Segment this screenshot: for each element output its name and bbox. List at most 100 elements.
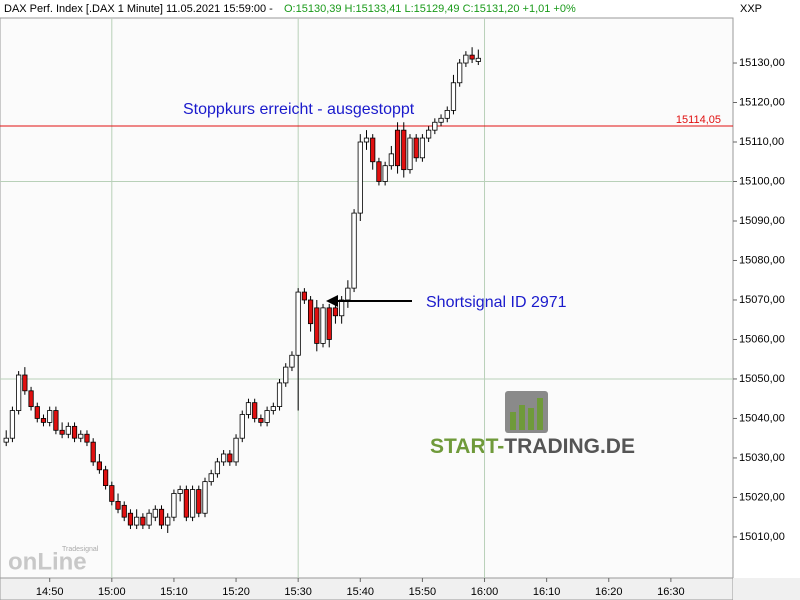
candle-body bbox=[16, 374, 22, 411]
y-tick-label: 15110,00 bbox=[739, 136, 784, 148]
candle bbox=[165, 513, 171, 533]
candle bbox=[71, 422, 78, 443]
candle bbox=[22, 367, 28, 395]
candle bbox=[351, 209, 357, 293]
candle bbox=[363, 130, 370, 150]
candle bbox=[127, 509, 134, 530]
tradesignal-logo: onLine bbox=[8, 548, 87, 575]
candle-body bbox=[320, 307, 326, 344]
candle-body bbox=[239, 414, 245, 439]
candle-body bbox=[475, 57, 481, 62]
candle bbox=[152, 505, 158, 522]
candle bbox=[84, 430, 90, 447]
candle bbox=[295, 288, 301, 411]
candle-body bbox=[165, 516, 171, 526]
candle-body bbox=[301, 291, 307, 301]
candle-body bbox=[109, 485, 115, 502]
candle bbox=[444, 106, 450, 123]
candle bbox=[78, 430, 84, 443]
candle-body bbox=[295, 291, 301, 356]
candle bbox=[28, 386, 34, 411]
candle bbox=[233, 434, 239, 466]
candle-body bbox=[171, 493, 177, 518]
candle bbox=[59, 422, 65, 439]
candle-body bbox=[196, 489, 202, 514]
x-tick-label: 15:40 bbox=[347, 586, 375, 598]
candle bbox=[407, 134, 413, 174]
candle bbox=[221, 450, 227, 466]
y-tick-label: 15040,00 bbox=[739, 412, 785, 424]
candle bbox=[115, 493, 121, 514]
candle-body bbox=[314, 307, 320, 344]
candle bbox=[320, 303, 326, 348]
candle bbox=[177, 485, 183, 502]
candle-body bbox=[189, 489, 196, 518]
x-tick-label: 15:50 bbox=[409, 586, 437, 598]
chart-subtitle: O:15130,39 H:15133,41 L:15129,49 C:15131… bbox=[284, 3, 576, 15]
annotation: Shortsignal ID 2971 bbox=[426, 294, 567, 311]
candle-body bbox=[351, 212, 357, 289]
candle bbox=[419, 134, 426, 162]
candle bbox=[376, 157, 382, 186]
candle-body bbox=[345, 287, 351, 301]
candle bbox=[196, 485, 202, 518]
candle bbox=[463, 51, 469, 67]
candle bbox=[47, 406, 53, 427]
candle-body bbox=[339, 299, 345, 317]
candle-body bbox=[413, 137, 419, 159]
candle-body bbox=[140, 516, 146, 526]
candle bbox=[53, 406, 59, 435]
candle-body bbox=[363, 137, 370, 143]
candle bbox=[426, 126, 432, 143]
candle-body bbox=[382, 165, 388, 182]
candle-body bbox=[463, 54, 469, 64]
candle-body bbox=[208, 473, 214, 483]
candle-body bbox=[9, 410, 16, 439]
candle-body bbox=[22, 374, 28, 392]
candle bbox=[183, 485, 189, 522]
y-tick-label: 15070,00 bbox=[739, 294, 785, 306]
candle-body bbox=[419, 137, 426, 159]
candle-body bbox=[432, 121, 438, 131]
x-tick-label: 16:10 bbox=[533, 586, 561, 598]
candle-body bbox=[3, 437, 9, 443]
candle bbox=[370, 134, 376, 170]
candle-body bbox=[252, 402, 258, 419]
candle bbox=[401, 122, 407, 178]
candle bbox=[140, 513, 146, 530]
candle-body bbox=[177, 489, 183, 494]
candle bbox=[3, 430, 9, 447]
y-tick-label: 15010,00 bbox=[739, 531, 785, 543]
candle-body bbox=[221, 453, 227, 463]
candle-body bbox=[90, 441, 96, 463]
candle bbox=[276, 378, 283, 411]
candle bbox=[158, 505, 165, 530]
candle bbox=[96, 453, 102, 474]
candle bbox=[301, 288, 307, 304]
candle bbox=[34, 402, 40, 423]
candle-body bbox=[370, 137, 376, 163]
candle bbox=[202, 477, 208, 518]
candle-body bbox=[158, 508, 165, 526]
annotation-arrowhead bbox=[326, 295, 338, 307]
candle-body bbox=[233, 437, 239, 463]
x-tick-label: 15:00 bbox=[98, 586, 126, 598]
candle-body bbox=[84, 433, 90, 443]
candle bbox=[438, 114, 444, 127]
candle-body bbox=[450, 82, 457, 111]
candle-body bbox=[53, 410, 59, 431]
candle-body bbox=[357, 141, 363, 214]
candle bbox=[189, 485, 196, 522]
candle bbox=[357, 134, 363, 221]
candle bbox=[40, 414, 47, 427]
candle-body bbox=[264, 410, 270, 423]
y-tick-label: 15080,00 bbox=[739, 254, 785, 266]
candle bbox=[326, 303, 332, 348]
candle bbox=[258, 414, 264, 427]
y-tick-label: 15050,00 bbox=[739, 373, 785, 385]
candle-body bbox=[214, 461, 221, 475]
candle-body bbox=[258, 418, 264, 423]
candle bbox=[469, 47, 475, 64]
candle bbox=[121, 501, 127, 522]
